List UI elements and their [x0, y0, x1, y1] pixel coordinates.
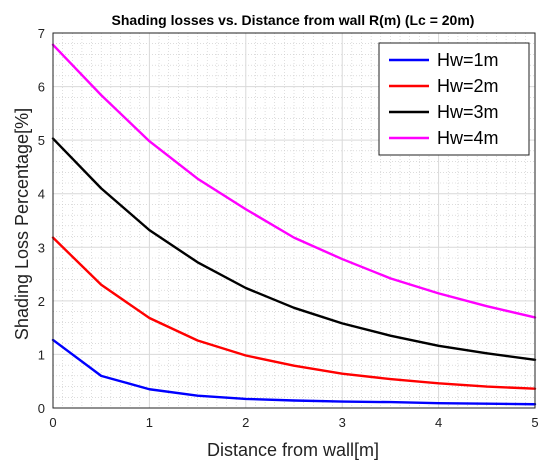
- x-tick-label: 5: [531, 415, 538, 430]
- legend-label: Hw=3m: [437, 102, 499, 122]
- series-line-hw-1m: [51, 338, 537, 406]
- legend-label: Hw=4m: [437, 128, 499, 148]
- x-tick-label: 1: [146, 415, 153, 430]
- y-tick-label: 6: [38, 80, 45, 95]
- x-axis-label: Distance from wall[m]: [207, 440, 379, 460]
- legend-label: Hw=2m: [437, 76, 499, 96]
- y-tick-label: 5: [38, 133, 45, 148]
- legend-box: [378, 42, 530, 156]
- series-lines: [51, 43, 537, 406]
- x-tick-label: 3: [339, 415, 346, 430]
- y-tick-label: 7: [38, 26, 45, 41]
- y-tick-label: 0: [38, 401, 45, 416]
- y-tick-label: 4: [38, 187, 45, 202]
- y-tick-labels: 0 1 2 3 4 5 6 7: [38, 26, 45, 416]
- legend: Hw=1m Hw=2m Hw=3m Hw=4m: [378, 42, 530, 156]
- x-tick-label: 4: [435, 415, 442, 430]
- legend-label: Hw=1m: [437, 50, 499, 70]
- series-line-hw-2m: [51, 236, 537, 390]
- y-tick-label: 3: [38, 240, 45, 255]
- x-tick-label: 0: [49, 415, 56, 430]
- y-axis-label: Shading Loss Percentage[%]: [12, 108, 32, 340]
- chart-title: Shading losses vs. Distance from wall R(…: [112, 12, 475, 28]
- plot-frame: [52, 32, 536, 409]
- y-tick-label: 2: [38, 294, 45, 309]
- x-tick-labels: 0 1 2 3 4 5: [49, 415, 538, 430]
- x-tick-label: 2: [242, 415, 249, 430]
- series-line-hw-3m: [51, 137, 537, 361]
- y-tick-label: 1: [38, 347, 45, 362]
- series-line-hw-4m: [51, 43, 537, 319]
